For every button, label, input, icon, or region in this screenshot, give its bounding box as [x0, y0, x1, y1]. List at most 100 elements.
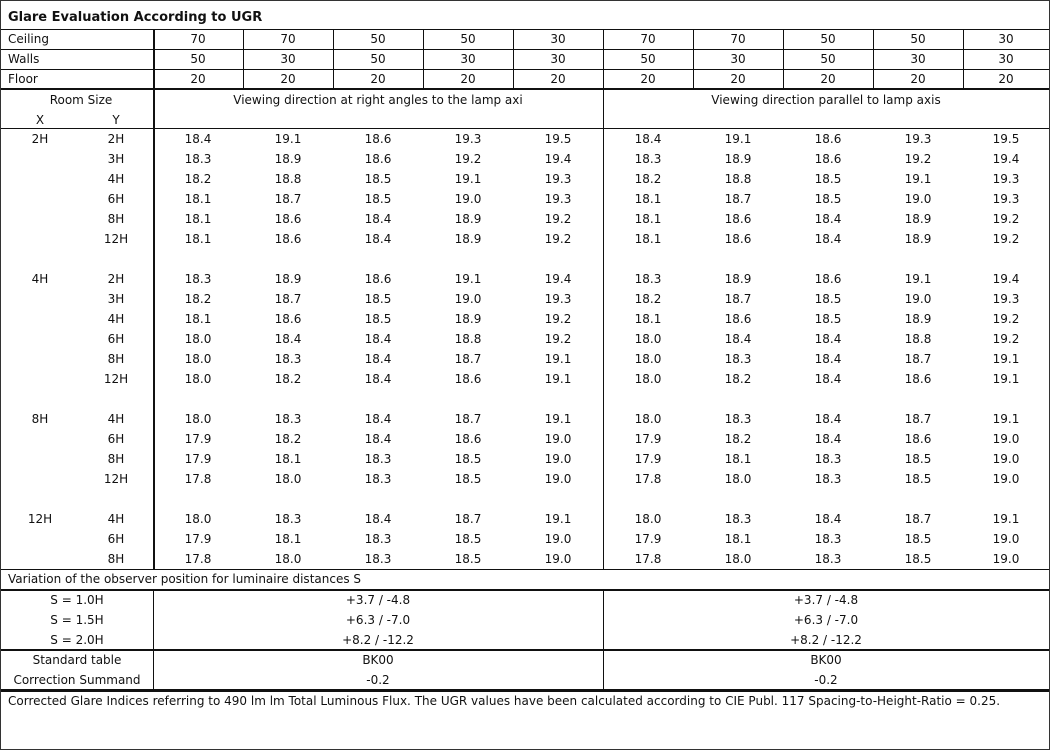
- ugr-value: 18.3: [814, 452, 842, 466]
- floor-value: 20: [730, 72, 746, 86]
- walls-value: 30: [910, 52, 926, 66]
- room-y: 6H: [107, 192, 125, 206]
- ugr-value: 17.9: [184, 432, 212, 446]
- walls-value: 30: [550, 52, 566, 66]
- ugr-value: 18.7: [274, 192, 302, 206]
- ugr-value: 18.7: [904, 412, 932, 426]
- variation-label: S = 1.5H: [50, 613, 104, 627]
- ugr-value: 18.5: [454, 472, 482, 486]
- ugr-value: 18.3: [724, 512, 752, 526]
- ugr-value: 19.2: [992, 332, 1020, 346]
- walls-label: Walls: [8, 52, 40, 66]
- ugr-value: 19.0: [544, 472, 572, 486]
- ugr-value: 18.0: [634, 372, 662, 386]
- ugr-value: 18.5: [814, 312, 842, 326]
- ugr-value: 18.1: [184, 192, 212, 206]
- ugr-value: 18.4: [724, 332, 752, 346]
- ugr-value: 18.2: [634, 172, 662, 186]
- ugr-value: 18.6: [274, 212, 302, 226]
- walls-value: 50: [820, 52, 836, 66]
- ugr-value: 18.4: [184, 132, 212, 146]
- ugr-value: 18.3: [364, 452, 392, 466]
- ugr-value: 18.0: [184, 332, 212, 346]
- ugr-value: 19.1: [992, 412, 1020, 426]
- ugr-value: 18.1: [184, 232, 212, 246]
- ugr-value: 18.0: [634, 352, 662, 366]
- floor-value: 20: [550, 72, 566, 86]
- room-y: 8H: [107, 552, 125, 566]
- ugr-value: 18.1: [184, 312, 212, 326]
- ugr-value: 18.3: [364, 552, 392, 566]
- variation-label: S = 1.0H: [50, 593, 104, 607]
- footer-note: Corrected Glare Indices referring to 490…: [8, 694, 1001, 708]
- ugr-value: 18.3: [814, 472, 842, 486]
- ugr-value: 19.1: [544, 352, 572, 366]
- room-x: 8H: [31, 412, 49, 426]
- walls-value: 50: [640, 52, 656, 66]
- ugr-value: 18.8: [904, 332, 932, 346]
- ugr-value: 19.0: [904, 292, 932, 306]
- divider: [1, 49, 1049, 50]
- ugr-value: 19.2: [992, 232, 1020, 246]
- ugr-value: 18.5: [904, 532, 932, 546]
- ugr-value: 19.4: [544, 272, 572, 286]
- ugr-value: 18.0: [634, 412, 662, 426]
- ugr-value: 18.3: [814, 552, 842, 566]
- ugr-value: 19.1: [454, 272, 482, 286]
- ugr-value: 18.6: [814, 272, 842, 286]
- walls-value: 30: [460, 52, 476, 66]
- divider: [423, 29, 424, 89]
- ugr-value: 18.5: [454, 532, 482, 546]
- x-header: X: [35, 113, 45, 127]
- divider: [333, 29, 334, 89]
- ugr-value: 19.0: [544, 432, 572, 446]
- standard-label: Correction Summand: [13, 673, 141, 687]
- ugr-value: 18.3: [364, 472, 392, 486]
- ugr-value: 18.4: [364, 372, 392, 386]
- ceiling-value: 30: [998, 32, 1014, 46]
- ugr-value: 18.5: [454, 552, 482, 566]
- ugr-value: 17.8: [634, 552, 662, 566]
- divider: [873, 29, 874, 89]
- ugr-value: 18.5: [454, 452, 482, 466]
- divider: [1, 689, 1049, 692]
- ugr-value: 18.0: [184, 412, 212, 426]
- ugr-value: 19.3: [992, 192, 1020, 206]
- ugr-value: 18.4: [814, 412, 842, 426]
- ugr-value: 18.9: [454, 312, 482, 326]
- ugr-value: 18.3: [724, 352, 752, 366]
- ugr-value: 18.5: [364, 172, 392, 186]
- standard-left: BK00: [362, 653, 394, 667]
- ugr-value: 17.9: [184, 532, 212, 546]
- ugr-value: 18.4: [364, 412, 392, 426]
- ugr-value: 18.7: [724, 192, 752, 206]
- ugr-value: 19.0: [454, 192, 482, 206]
- ugr-value: 18.0: [184, 352, 212, 366]
- ugr-value: 18.2: [184, 172, 212, 186]
- ugr-value: 18.2: [274, 372, 302, 386]
- ceiling-value: 50: [820, 32, 836, 46]
- ugr-value: 19.4: [544, 152, 572, 166]
- ugr-value: 18.4: [364, 232, 392, 246]
- ugr-value: 19.0: [992, 532, 1020, 546]
- ceiling-value: 70: [730, 32, 746, 46]
- ugr-value: 18.2: [634, 292, 662, 306]
- ugr-value: 18.7: [274, 292, 302, 306]
- standard-right: -0.2: [814, 673, 838, 687]
- ugr-value: 18.1: [274, 452, 302, 466]
- ugr-value: 18.0: [274, 472, 302, 486]
- y-header: Y: [112, 113, 120, 127]
- ugr-value: 18.6: [904, 372, 932, 386]
- ugr-value: 19.2: [454, 152, 482, 166]
- ugr-value: 18.9: [454, 232, 482, 246]
- ugr-value: 18.9: [904, 212, 932, 226]
- divider: [153, 128, 1049, 129]
- ugr-value: 19.0: [544, 552, 572, 566]
- ugr-value: 18.4: [814, 332, 842, 346]
- ugr-value: 19.3: [904, 132, 932, 146]
- divider: [693, 29, 694, 89]
- floor-label: Floor: [8, 72, 38, 86]
- room-x: 4H: [31, 272, 49, 286]
- divider: [1, 569, 1049, 570]
- ugr-value: 18.5: [364, 312, 392, 326]
